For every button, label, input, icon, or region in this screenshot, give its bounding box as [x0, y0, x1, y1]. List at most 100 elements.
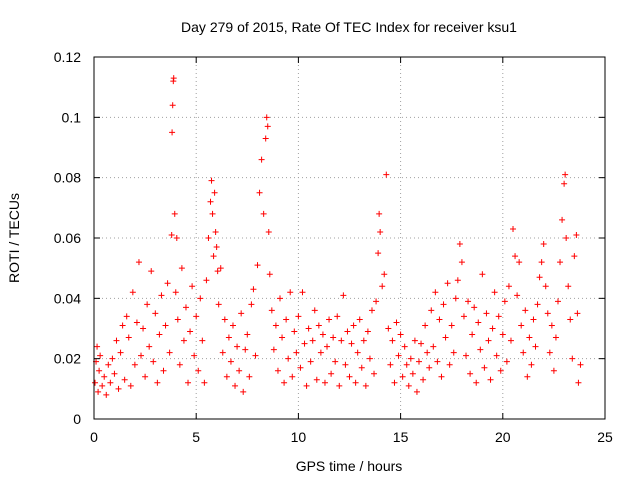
data-point: [127, 382, 134, 389]
data-point: [240, 388, 247, 395]
data-point: [123, 313, 130, 320]
data-point: [95, 388, 102, 395]
data-point: [195, 367, 202, 374]
data-point: [256, 189, 263, 196]
data-point: [150, 358, 157, 365]
data-point: [526, 334, 533, 341]
data-point: [169, 102, 176, 109]
data-point: [440, 301, 447, 308]
data-point: [554, 298, 561, 305]
data-point: [101, 373, 108, 380]
data-point: [260, 210, 267, 217]
data-point: [354, 349, 361, 356]
data-point: [405, 382, 412, 389]
data-point: [548, 322, 555, 329]
data-point: [309, 337, 316, 344]
data-point: [334, 313, 341, 320]
data-point: [154, 379, 161, 386]
data-point: [360, 337, 367, 344]
data-point: [307, 358, 314, 365]
data-point: [174, 316, 181, 323]
data-point: [501, 298, 508, 305]
gridlines: [94, 57, 605, 419]
data-point: [538, 259, 545, 266]
data-point: [94, 343, 101, 350]
data-point: [571, 253, 578, 260]
data-point: [111, 370, 118, 377]
data-point: [507, 337, 514, 344]
data-point: [426, 364, 433, 371]
data-point: [550, 367, 557, 374]
data-point: [248, 301, 255, 308]
data-point: [133, 319, 140, 326]
data-point: [381, 271, 388, 278]
data-point: [377, 228, 384, 235]
data-point: [371, 370, 378, 377]
data-point: [542, 283, 549, 290]
data-point: [505, 283, 512, 290]
data-point: [209, 210, 216, 217]
data-point: [393, 319, 400, 326]
data-point: [389, 337, 396, 344]
x-tick-label: 10: [291, 429, 307, 445]
data-point: [567, 316, 574, 323]
data-point: [138, 352, 145, 359]
data-point: [244, 331, 251, 338]
data-point: [152, 310, 159, 317]
data-point: [103, 391, 110, 398]
data-point: [148, 268, 155, 275]
data-point: [172, 289, 179, 296]
data-point: [263, 114, 270, 121]
data-point: [96, 367, 103, 374]
data-point: [463, 352, 470, 359]
y-tick-label: 0.08: [54, 170, 81, 186]
data-point: [212, 228, 219, 235]
data-point: [170, 75, 177, 82]
data-point: [561, 180, 568, 187]
data-point: [246, 373, 253, 380]
data-point: [485, 337, 492, 344]
data-point: [489, 325, 496, 332]
data-point: [283, 316, 290, 323]
data-point: [344, 328, 351, 335]
data-point: [491, 289, 498, 296]
data-point: [497, 367, 504, 374]
data-point: [442, 334, 449, 341]
x-tick-label: 20: [495, 429, 511, 445]
data-point: [346, 373, 353, 380]
data-point: [395, 352, 402, 359]
data-point: [176, 361, 183, 368]
data-point: [208, 177, 215, 184]
data-point: [399, 373, 406, 380]
data-point: [518, 322, 525, 329]
data-point: [385, 325, 392, 332]
data-point: [191, 352, 198, 359]
y-tick-label: 0.1: [62, 109, 82, 125]
data-point: [266, 271, 273, 278]
data-point: [115, 385, 122, 392]
data-point: [119, 322, 126, 329]
data-point: [250, 286, 257, 293]
data-point: [534, 301, 541, 308]
data-point: [277, 295, 284, 302]
data-point: [232, 382, 239, 389]
data-point: [552, 334, 559, 341]
data-point: [540, 241, 547, 248]
data-point: [274, 367, 281, 374]
data-point: [214, 268, 221, 275]
data-point: [356, 316, 363, 323]
data-point: [142, 373, 149, 380]
data-point: [97, 352, 104, 359]
data-point: [285, 355, 292, 362]
data-point: [185, 379, 192, 386]
y-tick-label: 0.02: [54, 351, 81, 367]
data-point: [403, 361, 410, 368]
data-point: [129, 289, 136, 296]
data-point: [293, 349, 300, 356]
data-point: [221, 316, 228, 323]
data-point: [577, 361, 584, 368]
data-point: [415, 358, 422, 365]
data-point: [168, 231, 175, 238]
data-point: [258, 156, 265, 163]
data-point: [171, 210, 178, 217]
